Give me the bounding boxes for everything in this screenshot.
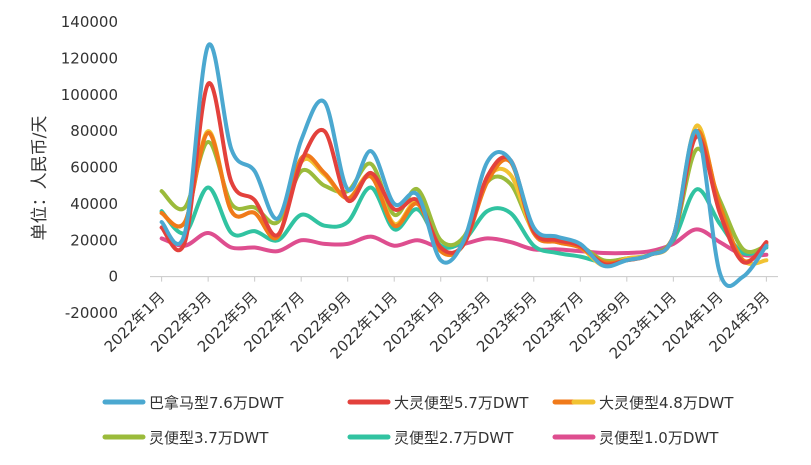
y-axis-ticks: -20000 0 20000 40000 60000 80000 100000 120000 1… [61,13,118,322]
y-tick-label: 0 [108,268,118,286]
y-tick-label: 20000 [70,231,118,249]
y-tick-label: 140000 [61,13,118,31]
legend-item: 灵便型2.7万DWT [347,429,514,447]
y-axis-label: 单位：人民币/天 [30,116,50,241]
legend-item: 巴拿马型7.6万DWT [102,394,284,412]
legend-label: 灵便型2.7万DWT [394,429,514,447]
series-layer [159,42,769,288]
y-tick-label: 100000 [61,86,118,104]
legend-item: 灵便型3.7万DWT [102,429,269,447]
y-tick-label: 80000 [70,122,118,140]
legend: 巴拿马型7.6万DWT 大灵便型5.7万DWT 大灵便型4.8万DWT 灵便型3.7万… [102,394,734,447]
legend-item: 灵便型1.0万DWT [552,429,719,447]
legend-item: 大灵便型4.8万DWT [552,394,734,412]
y-tick-label: 40000 [70,195,118,213]
x-axis: 2022年1月2022年3月2022年5月2022年7月2022年9月2022年… [101,276,778,363]
legend-label: 巴拿马型7.6万DWT [149,394,284,412]
legend-label: 灵便型1.0万DWT [599,429,719,447]
y-tick-label: 120000 [61,49,118,67]
y-tick-label: -20000 [65,304,118,322]
legend-label: 大灵便型4.8万DWT [599,394,734,412]
legend-label: 大灵便型5.7万DWT [394,394,529,412]
legend-label: 灵便型3.7万DWT [149,429,269,447]
series-line-0 [159,42,769,288]
y-tick-label: 60000 [70,159,118,177]
legend-item: 大灵便型5.7万DWT [347,394,529,412]
